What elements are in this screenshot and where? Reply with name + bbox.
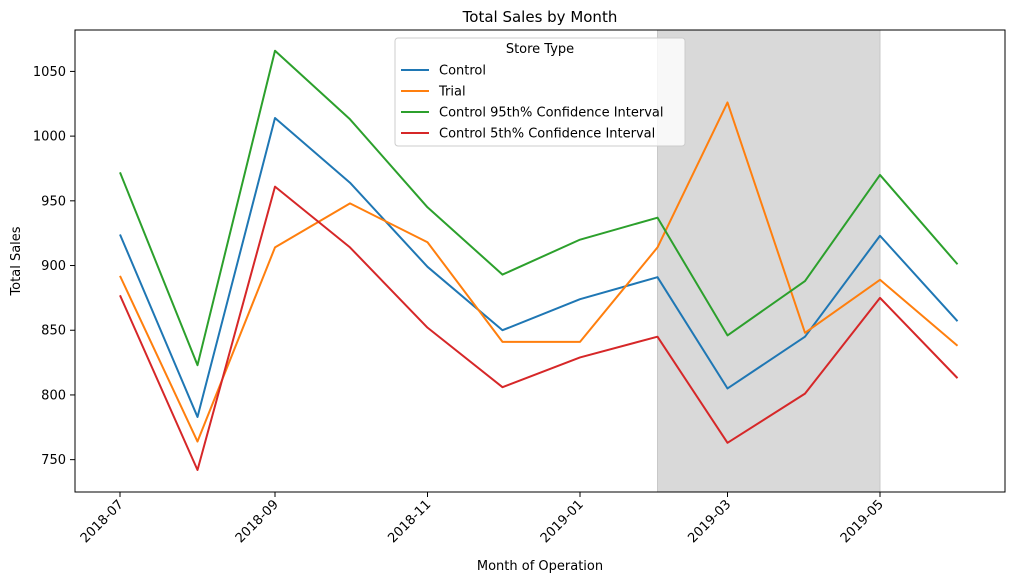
x-tick-label: 2019-01 [538,497,587,546]
legend-label-3: Control 5th% Confidence Interval [439,127,655,142]
y-tick-label: 750 [41,453,66,468]
legend-title: Store Type [506,42,574,57]
legend-label-0: Control [439,64,486,79]
series-line-2 [119,49,959,367]
y-tick-label: 850 [41,324,66,339]
legend-box [394,37,686,147]
plot-frame [74,29,1006,493]
y-axis: 750 800 850 900 950 1000 1050 [33,65,75,468]
x-tick-label: 2019-05 [838,497,887,546]
x-tick-label: 2019-03 [685,497,734,546]
x-tick-label: 2018-09 [233,497,282,546]
chart-title: Total Sales by Month [462,8,618,26]
x-axis-title: Month of Operation [477,559,603,574]
y-tick-label: 900 [41,259,66,274]
y-tick-label: 1050 [33,65,66,80]
series-line-1 [119,101,959,443]
y-tick-label: 950 [41,194,66,209]
x-tick-label: 2018-11 [385,497,434,546]
legend: Store Type Control Trial Control 95th% Conf… [394,37,686,147]
series-line-3 [119,185,959,471]
y-tick-label: 800 [41,388,66,403]
y-tick-label: 1000 [33,130,66,145]
x-axis: 2018-07 2018-09 2018-11 2019-01 2019-03 2019-… [78,492,887,546]
legend-label-2: Control 95th% Confidence Interval [439,106,664,121]
y-axis-title: Total Sales [9,226,24,296]
shaded-region [657,29,881,493]
series-layer [119,49,959,471]
legend-label-1: Trial [438,85,466,100]
series-line-0 [119,117,959,418]
x-tick-label: 2018-07 [78,497,127,546]
